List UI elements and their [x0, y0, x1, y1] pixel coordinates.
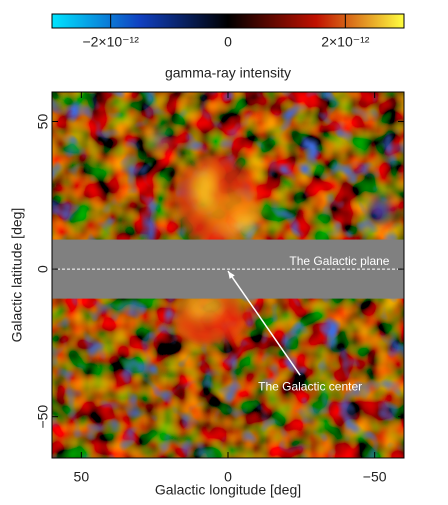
x-tick-label: 50	[74, 469, 90, 485]
x-tick-label: 0	[224, 469, 232, 485]
annotation: The Galactic plane	[289, 254, 389, 268]
y-tick-label: 50	[35, 114, 51, 130]
y-tick-label: −50	[35, 405, 51, 429]
y-axis-label: Galactic latitude [deg]	[9, 208, 25, 343]
colorbar-tick-label: 2×10⁻¹²	[321, 34, 370, 50]
arrow-head	[228, 271, 235, 279]
x-tick-label: −50	[363, 469, 387, 485]
annotation: The Galactic center	[258, 379, 362, 393]
annotation-arrow	[227, 270, 301, 376]
x-axis-label: Galactic longitude [deg]	[155, 482, 301, 498]
colorbar-label: gamma-ray intensity	[165, 65, 291, 81]
colorbar-tick-label: 0	[224, 34, 232, 50]
colorbar-tick-label: −2×10⁻¹²	[82, 34, 139, 50]
y-tick-label: 0	[35, 265, 51, 273]
